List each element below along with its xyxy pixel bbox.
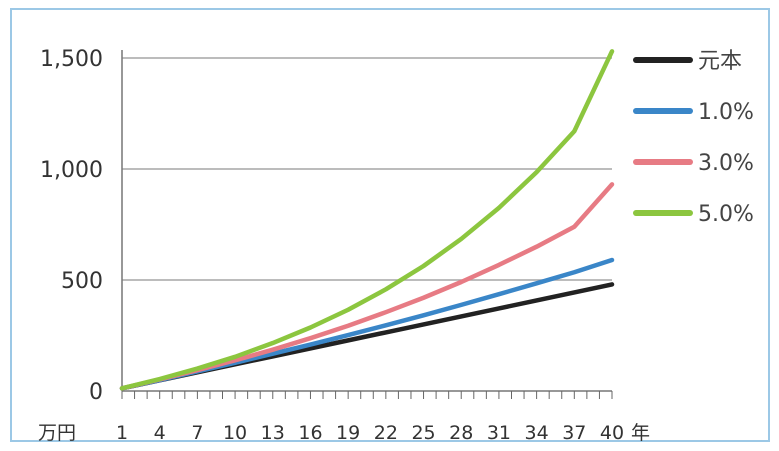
- x-tick-label: 19: [336, 422, 360, 444]
- series-point: [346, 307, 350, 312]
- legend-label: 5.0%: [698, 202, 754, 227]
- legend-label: 1.0%: [698, 100, 754, 125]
- series-point: [308, 325, 313, 330]
- series-point: [497, 306, 501, 311]
- series-point: [384, 330, 388, 335]
- series-point: [346, 323, 350, 328]
- legend-label: 元本: [698, 49, 742, 74]
- x-tick-label: 10: [223, 422, 247, 444]
- series-point: [157, 377, 162, 381]
- legend: 元本 1.0% 3.0% 5.0%: [633, 49, 754, 227]
- series-point: [572, 224, 577, 229]
- series-point: [459, 237, 464, 241]
- x-tick-label: 37: [562, 422, 586, 444]
- series-point: [534, 244, 539, 249]
- series-point: [497, 292, 501, 297]
- series-point: [534, 298, 539, 303]
- series-point: [195, 366, 200, 371]
- series-point: [459, 280, 464, 284]
- y-tick-label: 0: [89, 380, 103, 405]
- x-tick-label: 1: [116, 422, 128, 444]
- series-point: [270, 341, 275, 345]
- series-point: [610, 182, 614, 187]
- x-tick-label: 28: [449, 422, 473, 444]
- axis-labels: 0 500 1,000 1,500 1 4 7 10 13 16 19 22 25 28 31 34 37 40 万…: [38, 47, 650, 444]
- x-tick-label: 7: [191, 422, 203, 444]
- series-point: [534, 281, 539, 286]
- series-point: [384, 323, 388, 328]
- y-unit-label: 万円: [38, 422, 76, 444]
- series-point: [233, 355, 237, 359]
- x-tick-label: 4: [154, 422, 166, 444]
- series-point: [120, 386, 124, 391]
- series-point: [459, 303, 464, 307]
- x-tick-label: 25: [411, 422, 435, 444]
- legend-label: 3.0%: [698, 151, 754, 176]
- series-point: [270, 351, 275, 356]
- series-point: [346, 333, 350, 337]
- series-point: [572, 129, 577, 134]
- series-layer: [119, 49, 615, 391]
- series-point: [534, 170, 539, 174]
- series-point: [610, 49, 614, 54]
- axes: [121, 50, 613, 399]
- y-tick-label: 1,500: [40, 47, 103, 72]
- y-tick-label: 1,000: [40, 158, 103, 183]
- series-point: [270, 347, 275, 352]
- chart-frame: [10, 8, 770, 442]
- y-tick-label: 500: [61, 269, 103, 294]
- series-point: [459, 314, 464, 319]
- x-tick-label: 40: [600, 422, 624, 444]
- series-point: [610, 258, 614, 262]
- series-point: [497, 206, 501, 210]
- x-tick-label: 22: [374, 422, 398, 444]
- series-line-2: [119, 182, 615, 391]
- series-point: [308, 346, 313, 351]
- x-tick-label: 31: [487, 422, 511, 444]
- series-point: [308, 342, 313, 347]
- series-point: [421, 295, 426, 300]
- series-point: [384, 310, 388, 314]
- x-unit-label: 年: [631, 422, 650, 444]
- x-tick-label: 16: [298, 422, 322, 444]
- series-point: [572, 290, 577, 295]
- grid-lines: [122, 57, 612, 281]
- series-point: [384, 287, 388, 292]
- series-point: [308, 336, 313, 340]
- x-tick-label: 13: [261, 422, 285, 444]
- x-tick-label: 34: [525, 422, 549, 444]
- series-point: [572, 270, 577, 275]
- series-point: [346, 338, 350, 343]
- series-line-3: [119, 49, 615, 391]
- series-point: [497, 263, 501, 267]
- series-point: [233, 358, 237, 363]
- series-point: [421, 322, 426, 327]
- series-point: [421, 313, 426, 318]
- series-point: [421, 264, 426, 268]
- series-point: [610, 282, 614, 287]
